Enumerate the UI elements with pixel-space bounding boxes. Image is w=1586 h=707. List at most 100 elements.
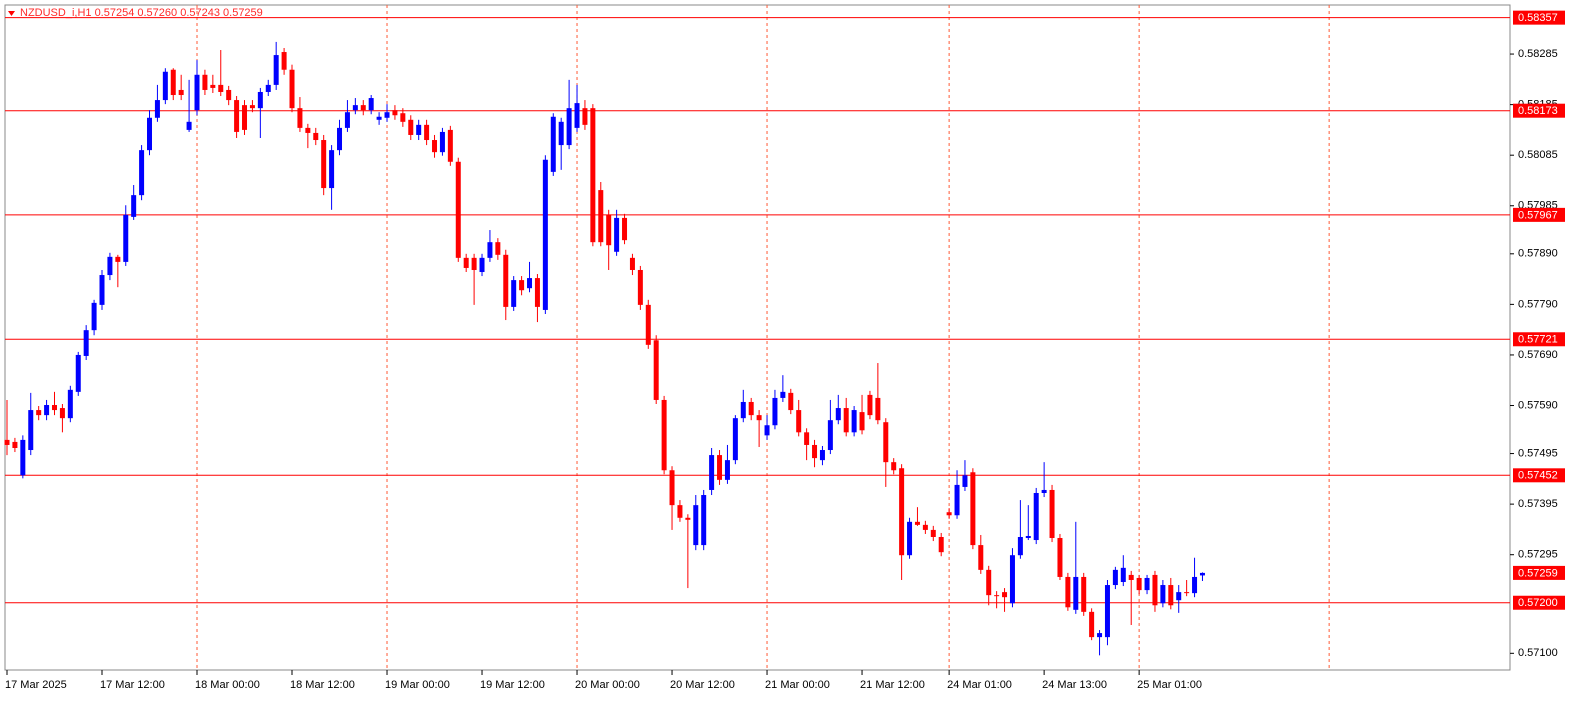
level-box (1513, 595, 1565, 610)
candle-body (249, 105, 255, 109)
candle-body (788, 392, 794, 411)
candle-body (1120, 567, 1126, 583)
candle-body (1152, 574, 1158, 606)
candle-body (527, 278, 533, 289)
candle-body (352, 105, 358, 111)
candle-body (52, 405, 58, 411)
candle-body (796, 410, 802, 433)
candle-body (566, 108, 572, 146)
candle-body (519, 280, 525, 291)
candle-body (914, 521, 920, 525)
level-label: 0.58173 (1518, 105, 1558, 117)
candle-body (614, 217, 620, 252)
candle-body (424, 124, 430, 141)
candle-body (812, 444, 818, 459)
candle-body (67, 389, 73, 419)
candle-body (930, 529, 936, 537)
candle-body (1112, 569, 1118, 586)
x-tick-label: 21 Mar 12:00 (860, 679, 925, 691)
candle-body (819, 450, 825, 461)
candle-body (534, 278, 540, 307)
candle-body (1104, 585, 1110, 638)
y-tick-label: 0.58285 (1518, 48, 1558, 60)
candle-body (653, 340, 659, 400)
candle-body (827, 420, 833, 451)
candle-body (875, 397, 881, 421)
candle-body (131, 195, 137, 217)
x-tick-label: 19 Mar 00:00 (385, 679, 450, 691)
candle-body (376, 116, 382, 120)
candle-body (1041, 489, 1047, 494)
x-tick-label: 17 Mar 2025 (5, 679, 67, 691)
candle-body (764, 425, 770, 436)
candle-body (685, 517, 691, 520)
candle-body (843, 408, 849, 433)
x-tick-label: 21 Mar 00:00 (765, 679, 830, 691)
candle-body (732, 418, 738, 461)
candle-body (281, 52, 287, 70)
candle-body (226, 89, 232, 101)
y-tick-label: 0.57890 (1518, 248, 1558, 260)
candle-body (463, 257, 469, 268)
x-tick-label: 25 Mar 01:00 (1137, 679, 1202, 691)
x-tick-label: 20 Mar 12:00 (670, 679, 735, 691)
x-tick-label: 24 Mar 01:00 (947, 679, 1012, 691)
candle-body (756, 415, 762, 421)
candle-body (170, 69, 176, 96)
candle-body (416, 124, 422, 135)
y-tick-label: 0.57790 (1518, 298, 1558, 310)
candle-body (75, 354, 81, 392)
candle-body (986, 569, 992, 596)
candle-body (938, 537, 944, 553)
candle-body (4, 439, 10, 445)
candle-body (321, 140, 327, 189)
x-tick-label: 18 Mar 12:00 (290, 679, 355, 691)
candle-body (1081, 576, 1087, 612)
level-box (1513, 207, 1565, 222)
candle-body (36, 410, 42, 416)
candle-body (479, 257, 485, 273)
candle-body (455, 161, 461, 258)
candle-body (154, 100, 160, 118)
candle-body (645, 304, 651, 345)
y-tick-label: 0.57395 (1518, 498, 1558, 510)
level-label: 0.57200 (1518, 597, 1558, 609)
candle-body (1144, 577, 1150, 591)
candle-body (139, 150, 145, 196)
candle-body (297, 108, 303, 128)
candle-body (305, 127, 311, 133)
candle-body (637, 269, 643, 305)
candle-body (289, 69, 295, 109)
candle-body (724, 460, 730, 480)
candle-body (1065, 576, 1071, 608)
candle-body (899, 468, 905, 556)
candle-body (1025, 535, 1031, 539)
candle-body (1128, 574, 1134, 580)
candle-body (1089, 611, 1095, 638)
level-box (1513, 10, 1565, 25)
candle-body (1073, 576, 1079, 610)
candle-body (1033, 493, 1039, 541)
candle-body (495, 242, 501, 255)
candle-body (1017, 537, 1023, 556)
candle-body (804, 432, 810, 445)
candle-body (1057, 538, 1063, 577)
candle-body (693, 505, 699, 546)
candle-body (851, 410, 857, 433)
candle-body (202, 74, 208, 90)
candle-body (337, 127, 343, 151)
candle-body (242, 105, 248, 130)
candle-body (12, 441, 18, 448)
candle-body (368, 98, 374, 111)
candle-body (558, 121, 564, 146)
collapse-icon[interactable] (8, 11, 15, 16)
candle-body (954, 484, 960, 516)
candle-body (717, 455, 723, 480)
level-box (1513, 332, 1565, 347)
candle-body (123, 214, 129, 262)
candle-body (1097, 633, 1103, 638)
candle-body (115, 256, 121, 262)
level-box (1513, 468, 1565, 483)
y-tick-label: 0.57690 (1518, 349, 1558, 361)
